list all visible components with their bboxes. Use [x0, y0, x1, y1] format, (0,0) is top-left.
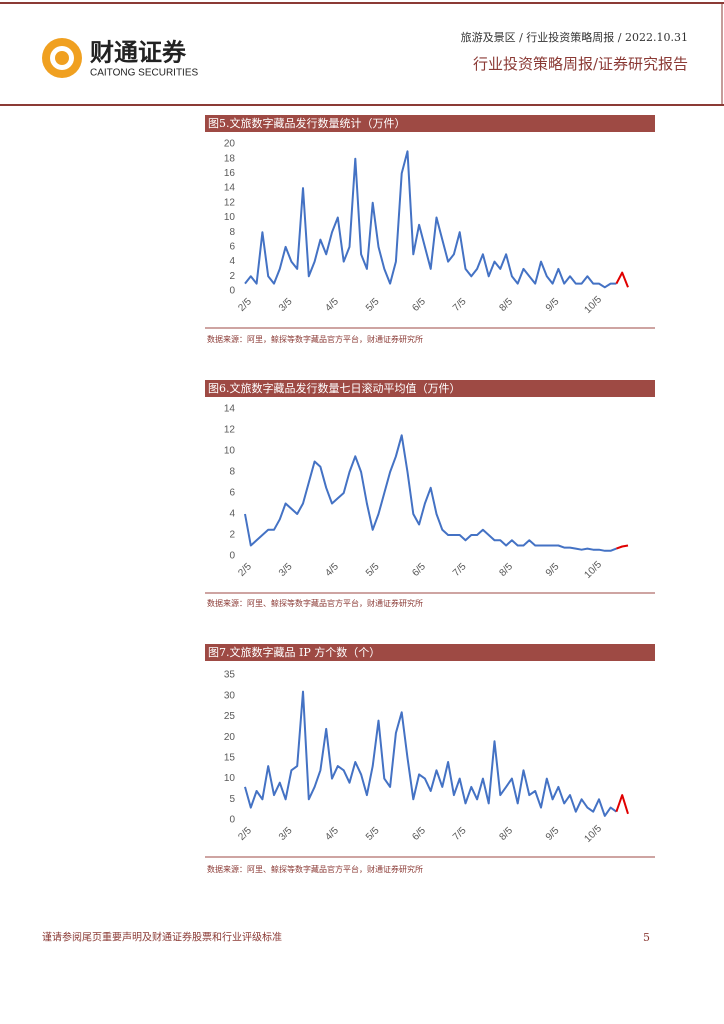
- y-tick-label: 12: [224, 425, 236, 436]
- x-tick-label: 3/5: [277, 296, 295, 314]
- x-tick-label: 9/5: [544, 561, 562, 579]
- company-en: CAITONG SECURITIES: [90, 68, 198, 79]
- chart-title: 图5.文旅数字藏品发行数量统计（万件）: [208, 116, 406, 130]
- logo-icon: [42, 38, 82, 78]
- y-tick-label: 10: [224, 212, 236, 223]
- x-tick-label: 5/5: [364, 561, 382, 579]
- x-tick-label: 10/5: [583, 559, 605, 581]
- y-tick-label: 14: [224, 404, 236, 415]
- title-bar: [205, 380, 655, 397]
- title-bar: [205, 115, 655, 132]
- data-line: [615, 794, 629, 815]
- data-line: [244, 150, 617, 289]
- y-tick-label: 6: [229, 242, 235, 253]
- x-tick-label: 2/5: [236, 296, 254, 314]
- x-tick-label: 7/5: [451, 825, 469, 843]
- x-tick-label: 10/5: [583, 294, 605, 316]
- x-tick-label: 4/5: [323, 561, 341, 579]
- x-tick-label: 6/5: [410, 561, 428, 579]
- data-line: [244, 434, 617, 552]
- x-tick-label: 4/5: [323, 296, 341, 314]
- x-tick-label: 7/5: [451, 296, 469, 314]
- x-tick-label: 7/5: [451, 561, 469, 579]
- x-tick-label: 2/5: [236, 825, 254, 843]
- chart-title: 图6.文旅数字藏品发行数量七日滚动平均值（万件）: [208, 381, 461, 395]
- y-tick-label: 2: [229, 530, 235, 541]
- source-note: 数据来源：阿里、鲸探等数字藏品官方平台，财通证券研究所: [207, 864, 423, 874]
- y-tick-label: 0: [229, 551, 235, 562]
- x-tick-label: 6/5: [410, 825, 428, 843]
- y-tick-label: 12: [224, 197, 236, 208]
- y-tick-label: 8: [229, 467, 235, 478]
- y-tick-label: 5: [229, 794, 235, 805]
- y-tick-label: 8: [229, 227, 235, 238]
- y-tick-label: 35: [224, 670, 236, 681]
- x-tick-label: 3/5: [277, 561, 295, 579]
- x-tick-label: 8/5: [497, 825, 515, 843]
- y-tick-label: 25: [224, 711, 236, 722]
- x-tick-label: 8/5: [497, 561, 515, 579]
- y-tick-label: 14: [224, 183, 236, 194]
- y-tick-label: 10: [224, 773, 236, 784]
- report-type: 行业投资策略周报/证券研究报告: [473, 55, 688, 73]
- y-tick-label: 15: [224, 752, 236, 763]
- footer-disclaimer: 谨请参阅尾页重要声明及财通证券股票和行业评级标准: [42, 931, 282, 944]
- data-line: [244, 690, 617, 817]
- chart-title: 图7.文旅数字藏品 IP 方个数（个）: [208, 645, 380, 659]
- x-tick-label: 3/5: [277, 825, 295, 843]
- data-line: [616, 544, 629, 550]
- y-tick-label: 4: [229, 256, 235, 267]
- y-tick-label: 2: [229, 271, 235, 282]
- x-tick-label: 9/5: [544, 296, 562, 314]
- y-tick-label: 4: [229, 509, 235, 520]
- x-tick-label: 4/5: [323, 825, 341, 843]
- y-tick-label: 10: [224, 446, 236, 457]
- x-tick-label: 2/5: [236, 561, 254, 579]
- source-note: 数据来源：阿里，鲸探等数字藏品官方平台，财通证券研究所: [207, 334, 423, 344]
- data-line: [615, 271, 629, 288]
- page-number: 5: [643, 931, 650, 944]
- y-tick-label: 0: [229, 815, 235, 826]
- y-tick-label: 6: [229, 488, 235, 499]
- x-tick-label: 5/5: [364, 296, 382, 314]
- breadcrumb: 旅游及景区 / 行业投资策略周报 / 2022.10.31: [461, 30, 688, 44]
- y-tick-label: 18: [224, 153, 236, 164]
- source-note: 数据来源：阿里、鲸探等数字藏品官方平台，财通证券研究所: [207, 598, 423, 608]
- x-tick-label: 5/5: [364, 825, 382, 843]
- y-tick-label: 20: [224, 732, 236, 743]
- x-tick-label: 9/5: [544, 825, 562, 843]
- y-tick-label: 20: [224, 139, 236, 150]
- y-tick-label: 16: [224, 168, 236, 179]
- y-tick-label: 0: [229, 286, 235, 297]
- x-tick-label: 6/5: [410, 296, 428, 314]
- x-tick-label: 8/5: [497, 296, 515, 314]
- company-name: 财通证券: [90, 38, 187, 67]
- title-bar: [205, 644, 655, 661]
- x-tick-label: 10/5: [583, 823, 605, 845]
- y-tick-label: 30: [224, 690, 236, 701]
